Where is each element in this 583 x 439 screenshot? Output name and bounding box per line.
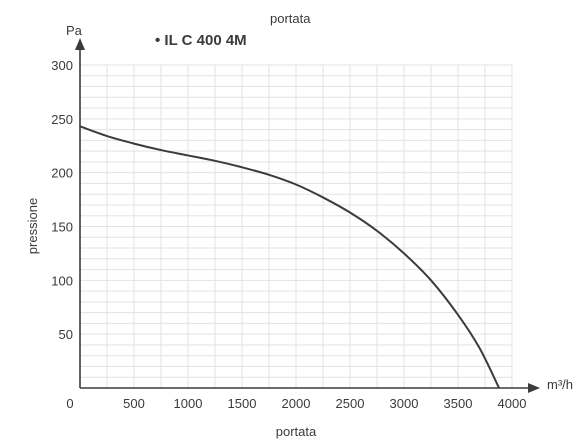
x-tick-label: 500 — [123, 396, 145, 411]
x-tick-label: 2500 — [336, 396, 365, 411]
axes — [75, 38, 540, 393]
x-axis-label: portata — [276, 424, 317, 439]
y-axis-arrow — [75, 38, 85, 50]
chart-subtitle: portata — [270, 11, 311, 26]
x-unit-label: m³/h — [547, 377, 573, 392]
tick-labels: 0 500 1000 1500 2000 2500 3000 3500 4000 50 100 150… — [51, 58, 526, 411]
y-unit-label: Pa — [66, 23, 83, 38]
pressure-curve — [79, 125, 500, 389]
chart-title: • IL C 400 4M — [155, 32, 247, 49]
x-tick-label: 3500 — [444, 396, 473, 411]
y-axis-label: pressione — [25, 198, 40, 254]
y-tick-label: 300 — [51, 58, 73, 73]
grid-lines — [80, 64, 513, 388]
x-tick-label: 1000 — [174, 396, 203, 411]
x-tick-label: 3000 — [390, 396, 419, 411]
curve-layer — [79, 125, 500, 389]
y-tick-label: 200 — [51, 166, 73, 181]
x-tick-label: 2000 — [282, 396, 311, 411]
y-tick-label: 250 — [51, 112, 73, 127]
y-tick-label: 50 — [59, 327, 73, 342]
y-tick-label: 150 — [51, 220, 73, 235]
chart-texts: • IL C 400 4M portata Pa m³/h portata pr… — [25, 11, 573, 439]
x-tick-label: 1500 — [228, 396, 257, 411]
x-tick-label: 4000 — [498, 396, 527, 411]
x-tick-label: 0 — [66, 396, 73, 411]
x-axis-arrow — [528, 383, 540, 393]
y-tick-label: 100 — [51, 273, 73, 288]
